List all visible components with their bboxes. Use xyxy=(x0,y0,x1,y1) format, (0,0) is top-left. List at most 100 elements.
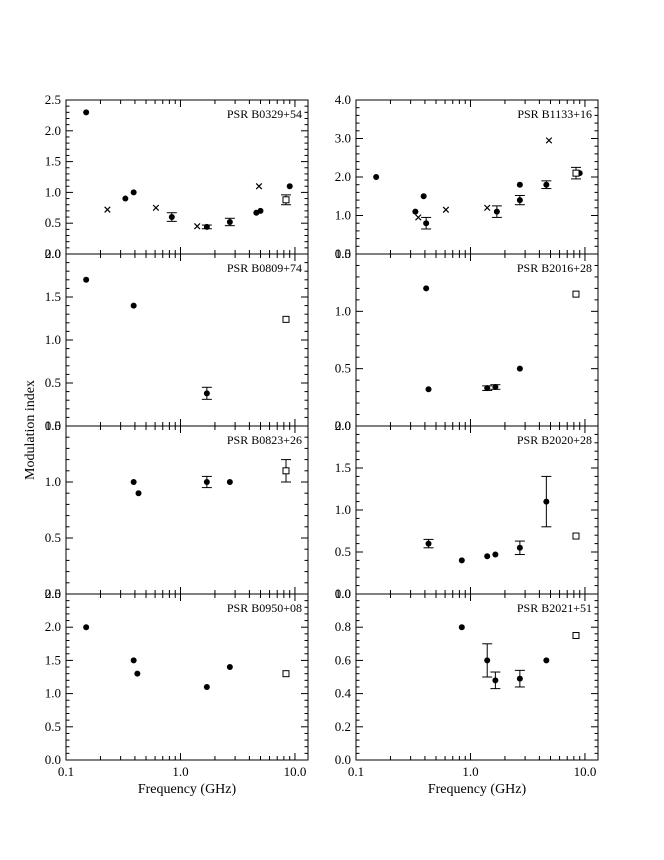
panel-frame xyxy=(355,99,599,255)
data-point-dot xyxy=(543,498,550,505)
data-point-dot xyxy=(484,657,491,664)
data-point-dot xyxy=(423,220,430,227)
panel-3: 0.0 0.5 1.0 1.5 2.0 PSR B0809+74 xyxy=(45,246,309,433)
data-point-dot xyxy=(83,624,90,631)
panel-title: PSR B2016+28 xyxy=(517,261,592,275)
data-point-dot xyxy=(484,385,491,392)
data-point-cross xyxy=(415,214,422,221)
x-axis-label-right: Frequency (GHz) xyxy=(428,782,527,797)
data-point-square xyxy=(282,315,290,323)
data-point-dot xyxy=(412,208,419,215)
data-point-dot xyxy=(458,624,465,631)
y-tick-label: 0.5 xyxy=(335,544,351,559)
data-point-square xyxy=(282,467,290,475)
panel-title: PSR B0329+54 xyxy=(227,107,302,121)
data-point-dot xyxy=(373,174,380,180)
x-tick-label: 0.1 xyxy=(58,764,74,779)
y-tick-label: 1.0 xyxy=(335,586,351,601)
data-point-dot xyxy=(203,479,210,485)
data-point-cross xyxy=(193,223,201,230)
data-point-dot xyxy=(516,675,523,682)
panel-title: PSR B0809+74 xyxy=(227,261,302,275)
y-tick-label: 0.0 xyxy=(45,752,61,767)
y-tick-label: 1.0 xyxy=(335,208,351,223)
x-tick-label: 0.1 xyxy=(348,764,364,779)
data-point-dot xyxy=(226,479,233,485)
y-tick-label: 3.0 xyxy=(335,131,351,146)
y-tick-label: 2.0 xyxy=(335,418,351,433)
y-tick-label: 0.2 xyxy=(335,719,351,734)
data-point-square xyxy=(282,196,290,204)
data-point-dot xyxy=(492,677,499,684)
data-point-dot xyxy=(203,390,210,397)
data-point-dot xyxy=(423,285,430,292)
data-point-dot xyxy=(130,302,137,309)
panel-title: PSR B1133+16 xyxy=(517,107,592,121)
panel-1: 0.0 0.5 1.0 1.5 2.0 2.5 PSR B0329+54 xyxy=(45,92,309,261)
data-point-square xyxy=(282,670,290,678)
panel-title: PSR B2021+51 xyxy=(517,601,592,615)
panel-6: 0.0 0.5 1.0 1.5 2.0 PSR B2020+28 xyxy=(335,418,599,601)
panel-frame xyxy=(65,593,309,761)
x-tick-label: 1.0 xyxy=(172,764,188,779)
data-point-square xyxy=(572,532,580,540)
data-point-dot xyxy=(458,557,465,564)
y-tick-label: 0.0 xyxy=(335,586,351,601)
data-point-dot xyxy=(516,365,523,372)
data-point-dot xyxy=(516,197,523,204)
data-point-dot xyxy=(83,109,90,116)
data-point-dot xyxy=(493,208,500,215)
data-point-cross xyxy=(152,204,160,212)
y-tick-label: 0.5 xyxy=(45,375,61,390)
y-tick-label: 0.5 xyxy=(45,215,61,230)
data-point-dot xyxy=(134,670,141,677)
data-point-cross xyxy=(545,137,553,144)
data-point-dot xyxy=(484,553,491,560)
data-point-square xyxy=(572,290,580,298)
y-tick-label: 1.5 xyxy=(335,460,351,475)
data-point-dot xyxy=(492,384,499,391)
data-point-dot xyxy=(257,207,264,214)
x-axis-label-left: Frequency (GHz) xyxy=(138,782,237,797)
data-point-dot xyxy=(168,214,175,221)
y-tick-label: 2.5 xyxy=(45,586,61,601)
panel-8: 0.1 1.0 10.0 0.0 0.2 0.4 0.6 0.8 1.0 PSR B2021+51 xyxy=(335,586,599,779)
data-point-dot xyxy=(516,544,523,551)
data-point-square xyxy=(572,169,580,177)
data-point-dot xyxy=(420,193,427,200)
data-point-dot xyxy=(516,181,523,188)
data-point-dot xyxy=(425,386,432,393)
y-tick-label: 2.5 xyxy=(45,92,61,107)
data-point-dot xyxy=(130,189,137,196)
data-point-dot xyxy=(543,657,550,664)
y-tick-label: 0.6 xyxy=(335,652,352,667)
y-tick-label: 1.0 xyxy=(45,686,61,701)
y-tick-label: 2.0 xyxy=(45,619,61,634)
x-tick-label: 10.0 xyxy=(284,764,307,779)
panel-frame xyxy=(65,253,309,427)
panel-frame xyxy=(65,425,309,595)
panel-frame xyxy=(65,99,309,255)
data-point-dot xyxy=(130,657,137,664)
data-point-dot xyxy=(83,276,90,283)
y-axis-label: Modulation index xyxy=(23,380,38,480)
panel-4: 0.0 0.5 1.0 1.5 PSR B2016+28 xyxy=(335,246,599,433)
data-point-dot xyxy=(425,540,432,547)
panel-5: 0.0 0.5 1.0 1.5 PSR B0823+26 xyxy=(45,418,309,601)
y-tick-label: 0.0 xyxy=(45,586,61,601)
data-point-cross xyxy=(104,206,111,213)
data-point-dot xyxy=(122,195,129,202)
y-tick-label: 0.0 xyxy=(45,246,61,261)
panel-title: PSR B2020+28 xyxy=(517,433,592,447)
y-tick-label: 0.0 xyxy=(335,246,351,261)
panel-frame xyxy=(355,593,599,761)
y-tick-label: 0.5 xyxy=(45,530,61,545)
data-point-dot xyxy=(135,490,142,497)
data-point-dot xyxy=(226,218,233,225)
y-tick-label: 1.0 xyxy=(335,303,351,318)
y-tick-label: 0.4 xyxy=(335,686,352,701)
y-tick-label: 1.0 xyxy=(45,474,61,489)
data-point-dot xyxy=(492,551,499,558)
data-point-dot xyxy=(203,683,210,690)
